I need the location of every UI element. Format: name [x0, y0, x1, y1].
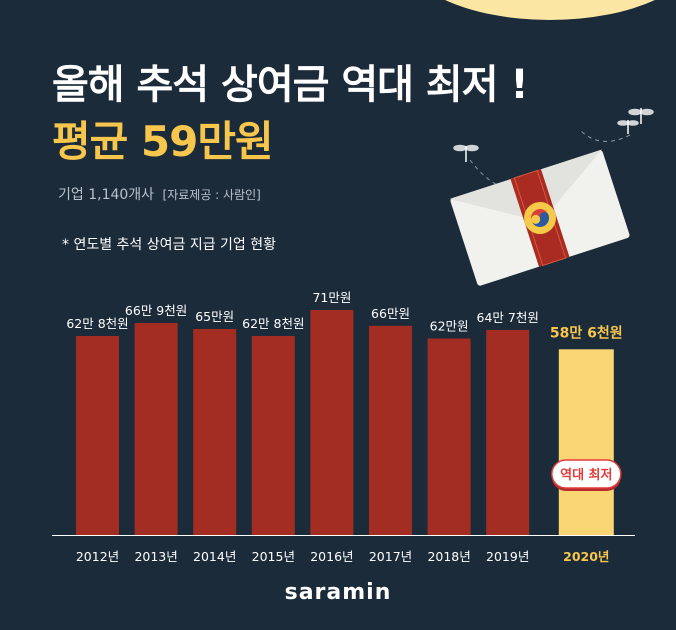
- dragonfly-icon: [617, 120, 639, 134]
- source-line: 기업 1,140개사 [자료제공 : 사람인]: [58, 184, 261, 204]
- bar-value-label: 62만 8천원: [242, 316, 304, 331]
- bar-2017: [369, 325, 412, 535]
- bar-2012: [76, 335, 119, 535]
- bar-value-label: 65만원: [195, 309, 234, 324]
- source-count: 기업 1,140개사: [58, 187, 155, 203]
- bar-value-label: 66만원: [371, 306, 410, 321]
- bar-2020: [558, 349, 614, 535]
- x-tick-label: 2018년: [427, 549, 470, 564]
- bar-value-label: 62만 8천원: [66, 316, 128, 331]
- record-low-badge: [551, 459, 622, 489]
- x-tick-label: 2019년: [486, 549, 529, 564]
- bar-value-label: 62만원: [430, 319, 469, 334]
- flight-path: [579, 129, 631, 142]
- record-low-badge-label: 역대 최저: [560, 467, 612, 483]
- bar-2019: [486, 329, 530, 535]
- bar-value-label: 64만 7천원: [477, 310, 539, 325]
- x-tick-label: 2012년: [76, 549, 119, 564]
- bar-2013: [134, 322, 178, 535]
- bar-value-label: 71만원: [312, 290, 351, 305]
- x-tick-label: 2017년: [369, 549, 412, 564]
- bar-2018: [427, 338, 471, 535]
- bar-2014: [193, 329, 237, 535]
- dragonfly-icon: [453, 144, 479, 162]
- source-credit: [자료제공 : 사람인]: [162, 188, 261, 202]
- bar-2016: [310, 310, 354, 535]
- bar-2015: [251, 335, 295, 535]
- x-tick-label: 2014년: [193, 549, 236, 564]
- x-tick-label: 2020년: [563, 549, 609, 564]
- saramin-logo: saramin: [284, 580, 392, 605]
- chart-caption: * 연도별 추석 상여금 지급 기업 현황: [62, 237, 277, 253]
- x-tick-label: 2016년: [310, 549, 353, 564]
- page-subtitle: 평균 59만원: [52, 117, 274, 166]
- page-title: 올해 추석 상여금 역대 최저 !: [52, 62, 529, 108]
- bar-value-label: 66만 9천원: [125, 303, 187, 318]
- bar-value-label: 58만 6천원: [550, 325, 623, 341]
- x-tick-label: 2015년: [252, 549, 295, 564]
- dragonfly-icon: [628, 108, 654, 124]
- x-tick-label: 2013년: [134, 549, 177, 564]
